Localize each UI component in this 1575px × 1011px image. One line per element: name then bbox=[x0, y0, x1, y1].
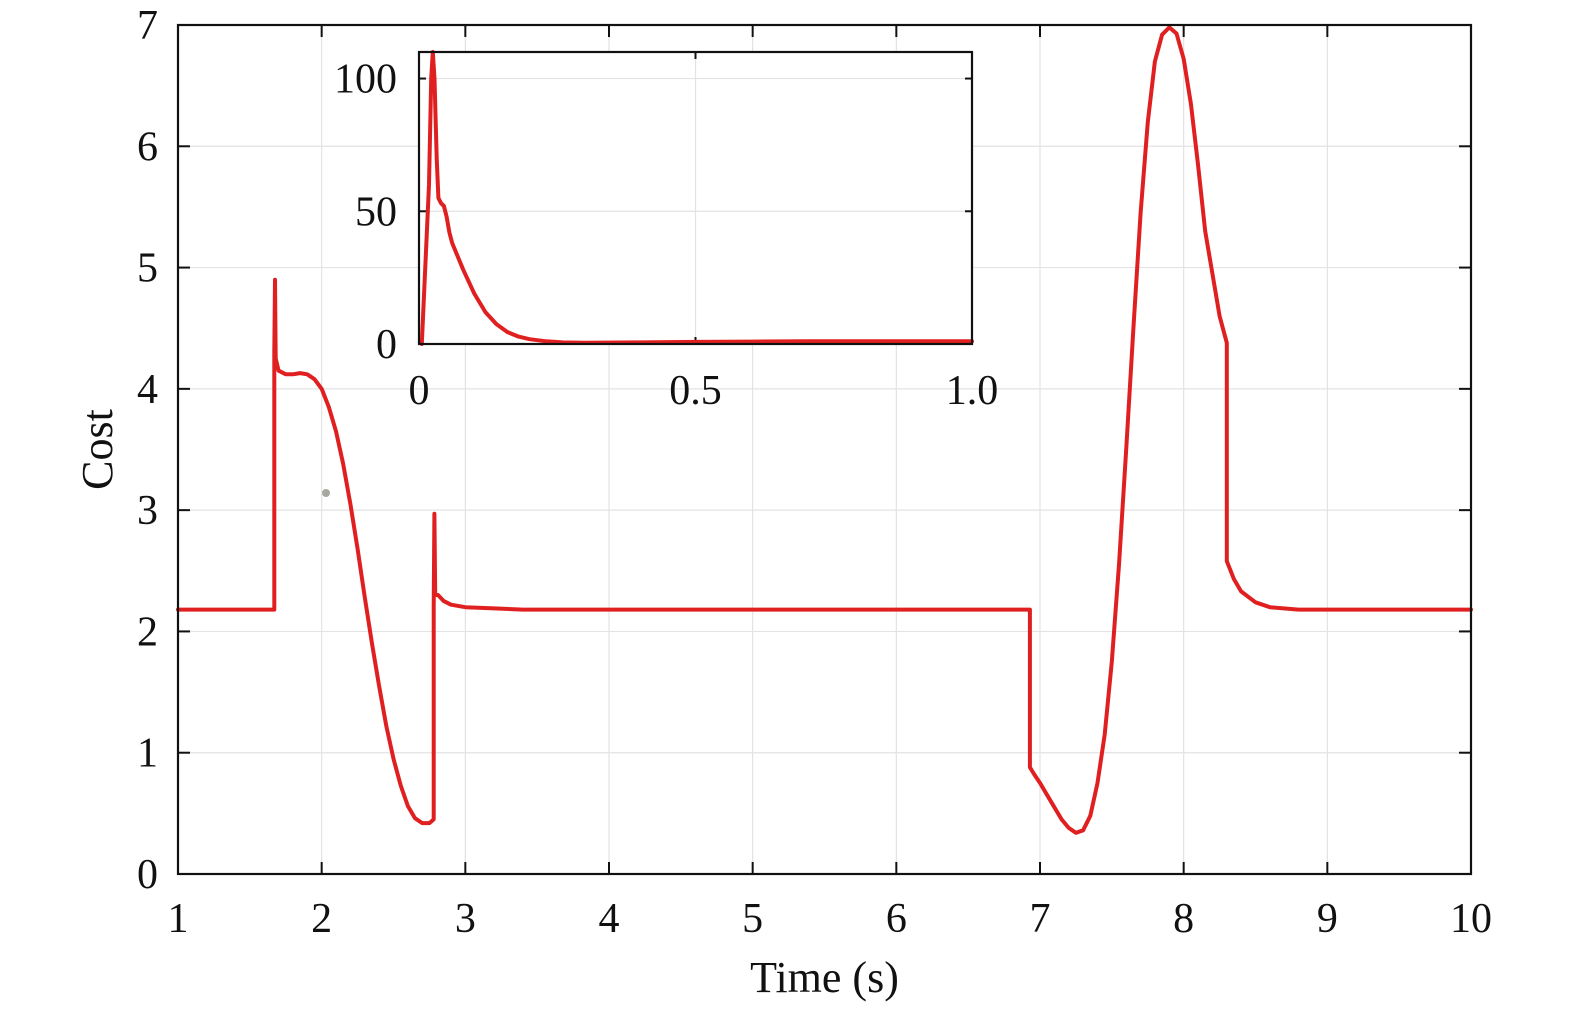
stray-marker-dot bbox=[322, 489, 330, 497]
main-plot-frame bbox=[176, 23, 1473, 876]
main-y-tick-label: 0 bbox=[137, 852, 158, 898]
inset-series-line bbox=[419, 50, 974, 346]
main-y-tick-label: 6 bbox=[137, 124, 158, 170]
main-x-tick-label: 4 bbox=[599, 896, 620, 942]
y-axis-label: Cost bbox=[73, 409, 122, 490]
cost-series-line bbox=[176, 25, 1473, 835]
main-x-tick-labels: 1 2 3 4 5 6 7 8 9 10 bbox=[168, 896, 1493, 942]
inset-y-tick-label: 100 bbox=[334, 57, 397, 103]
inset-x-tick-label: 1.0 bbox=[946, 368, 999, 414]
main-x-tick-label: 8 bbox=[1173, 896, 1194, 942]
main-y-tick-label: 5 bbox=[137, 246, 158, 292]
inset-y-tick-label: 0 bbox=[376, 322, 397, 368]
main-x-tick-label: 7 bbox=[1030, 896, 1051, 942]
main-y-tick-label: 4 bbox=[137, 367, 158, 413]
main-y-tick-labels: 0 1 2 3 4 5 6 7 bbox=[137, 3, 158, 898]
main-x-tick-label: 9 bbox=[1317, 896, 1338, 942]
main-x-tick-label: 5 bbox=[742, 896, 763, 942]
main-x-tick-label: 1 bbox=[168, 896, 189, 942]
main-x-tick-label: 3 bbox=[455, 896, 476, 942]
inset-y-tick-labels: 0 50 100 bbox=[334, 57, 397, 368]
main-y-tick-label: 1 bbox=[137, 731, 158, 777]
main-x-tick-label: 10 bbox=[1450, 896, 1492, 942]
inset-y-tick-label: 50 bbox=[355, 189, 397, 235]
main-y-tick-label: 2 bbox=[137, 609, 158, 655]
inset-plot: 0 0.5 1.0 0 50 100 bbox=[334, 50, 999, 414]
inset-x-tick-label: 0.5 bbox=[669, 368, 722, 414]
x-axis-label: Time (s) bbox=[750, 953, 899, 1002]
main-y-tick-label: 7 bbox=[137, 3, 158, 49]
inset-x-tick-labels: 0 0.5 1.0 bbox=[409, 368, 999, 414]
main-y-tick-label: 3 bbox=[137, 488, 158, 534]
inset-x-tick-label: 0 bbox=[409, 368, 430, 414]
inset-plot-frame bbox=[417, 50, 974, 346]
main-x-tick-label: 2 bbox=[311, 896, 332, 942]
main-x-tick-label: 6 bbox=[886, 896, 907, 942]
